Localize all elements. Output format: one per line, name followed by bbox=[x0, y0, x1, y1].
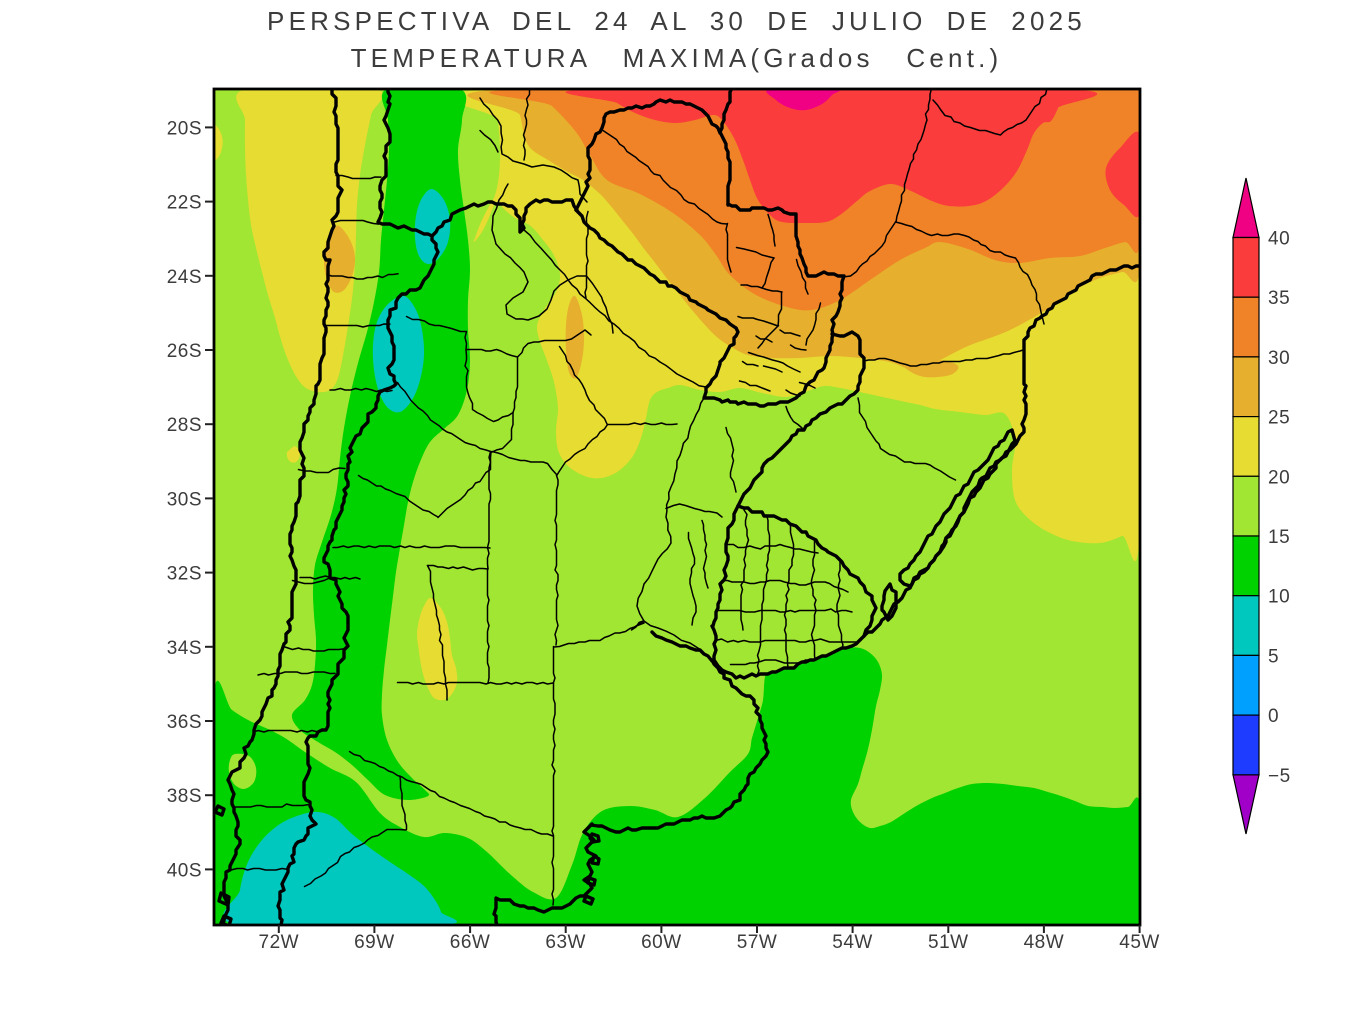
svg-text:72W: 72W bbox=[259, 932, 300, 953]
svg-text:51W: 51W bbox=[928, 932, 969, 953]
svg-text:0: 0 bbox=[1268, 706, 1279, 727]
svg-text:54W: 54W bbox=[832, 932, 873, 953]
svg-text:26S: 26S bbox=[167, 341, 202, 362]
svg-text:−5: −5 bbox=[1268, 766, 1291, 787]
svg-text:32S: 32S bbox=[167, 564, 202, 585]
svg-text:25: 25 bbox=[1268, 408, 1290, 429]
svg-text:15: 15 bbox=[1268, 527, 1290, 548]
svg-text:30: 30 bbox=[1268, 348, 1290, 369]
svg-text:35: 35 bbox=[1268, 288, 1290, 309]
svg-text:34S: 34S bbox=[167, 638, 202, 659]
svg-text:60W: 60W bbox=[641, 932, 682, 953]
svg-text:45W: 45W bbox=[1119, 932, 1160, 953]
svg-text:20S: 20S bbox=[167, 118, 202, 139]
svg-text:10: 10 bbox=[1268, 587, 1290, 608]
svg-text:63W: 63W bbox=[545, 932, 586, 953]
svg-text:40: 40 bbox=[1268, 229, 1290, 250]
svg-text:20: 20 bbox=[1268, 467, 1290, 488]
svg-text:66W: 66W bbox=[450, 932, 491, 953]
svg-text:48W: 48W bbox=[1024, 932, 1065, 953]
svg-text:5: 5 bbox=[1268, 646, 1279, 667]
svg-text:24S: 24S bbox=[167, 267, 202, 288]
svg-text:57W: 57W bbox=[737, 932, 778, 953]
svg-text:30S: 30S bbox=[167, 489, 202, 510]
svg-text:69W: 69W bbox=[354, 932, 395, 953]
svg-text:36S: 36S bbox=[167, 712, 202, 733]
svg-text:38S: 38S bbox=[167, 786, 202, 807]
svg-text:28S: 28S bbox=[167, 415, 202, 436]
svg-text:22S: 22S bbox=[167, 193, 202, 214]
svg-text:40S: 40S bbox=[167, 860, 202, 881]
